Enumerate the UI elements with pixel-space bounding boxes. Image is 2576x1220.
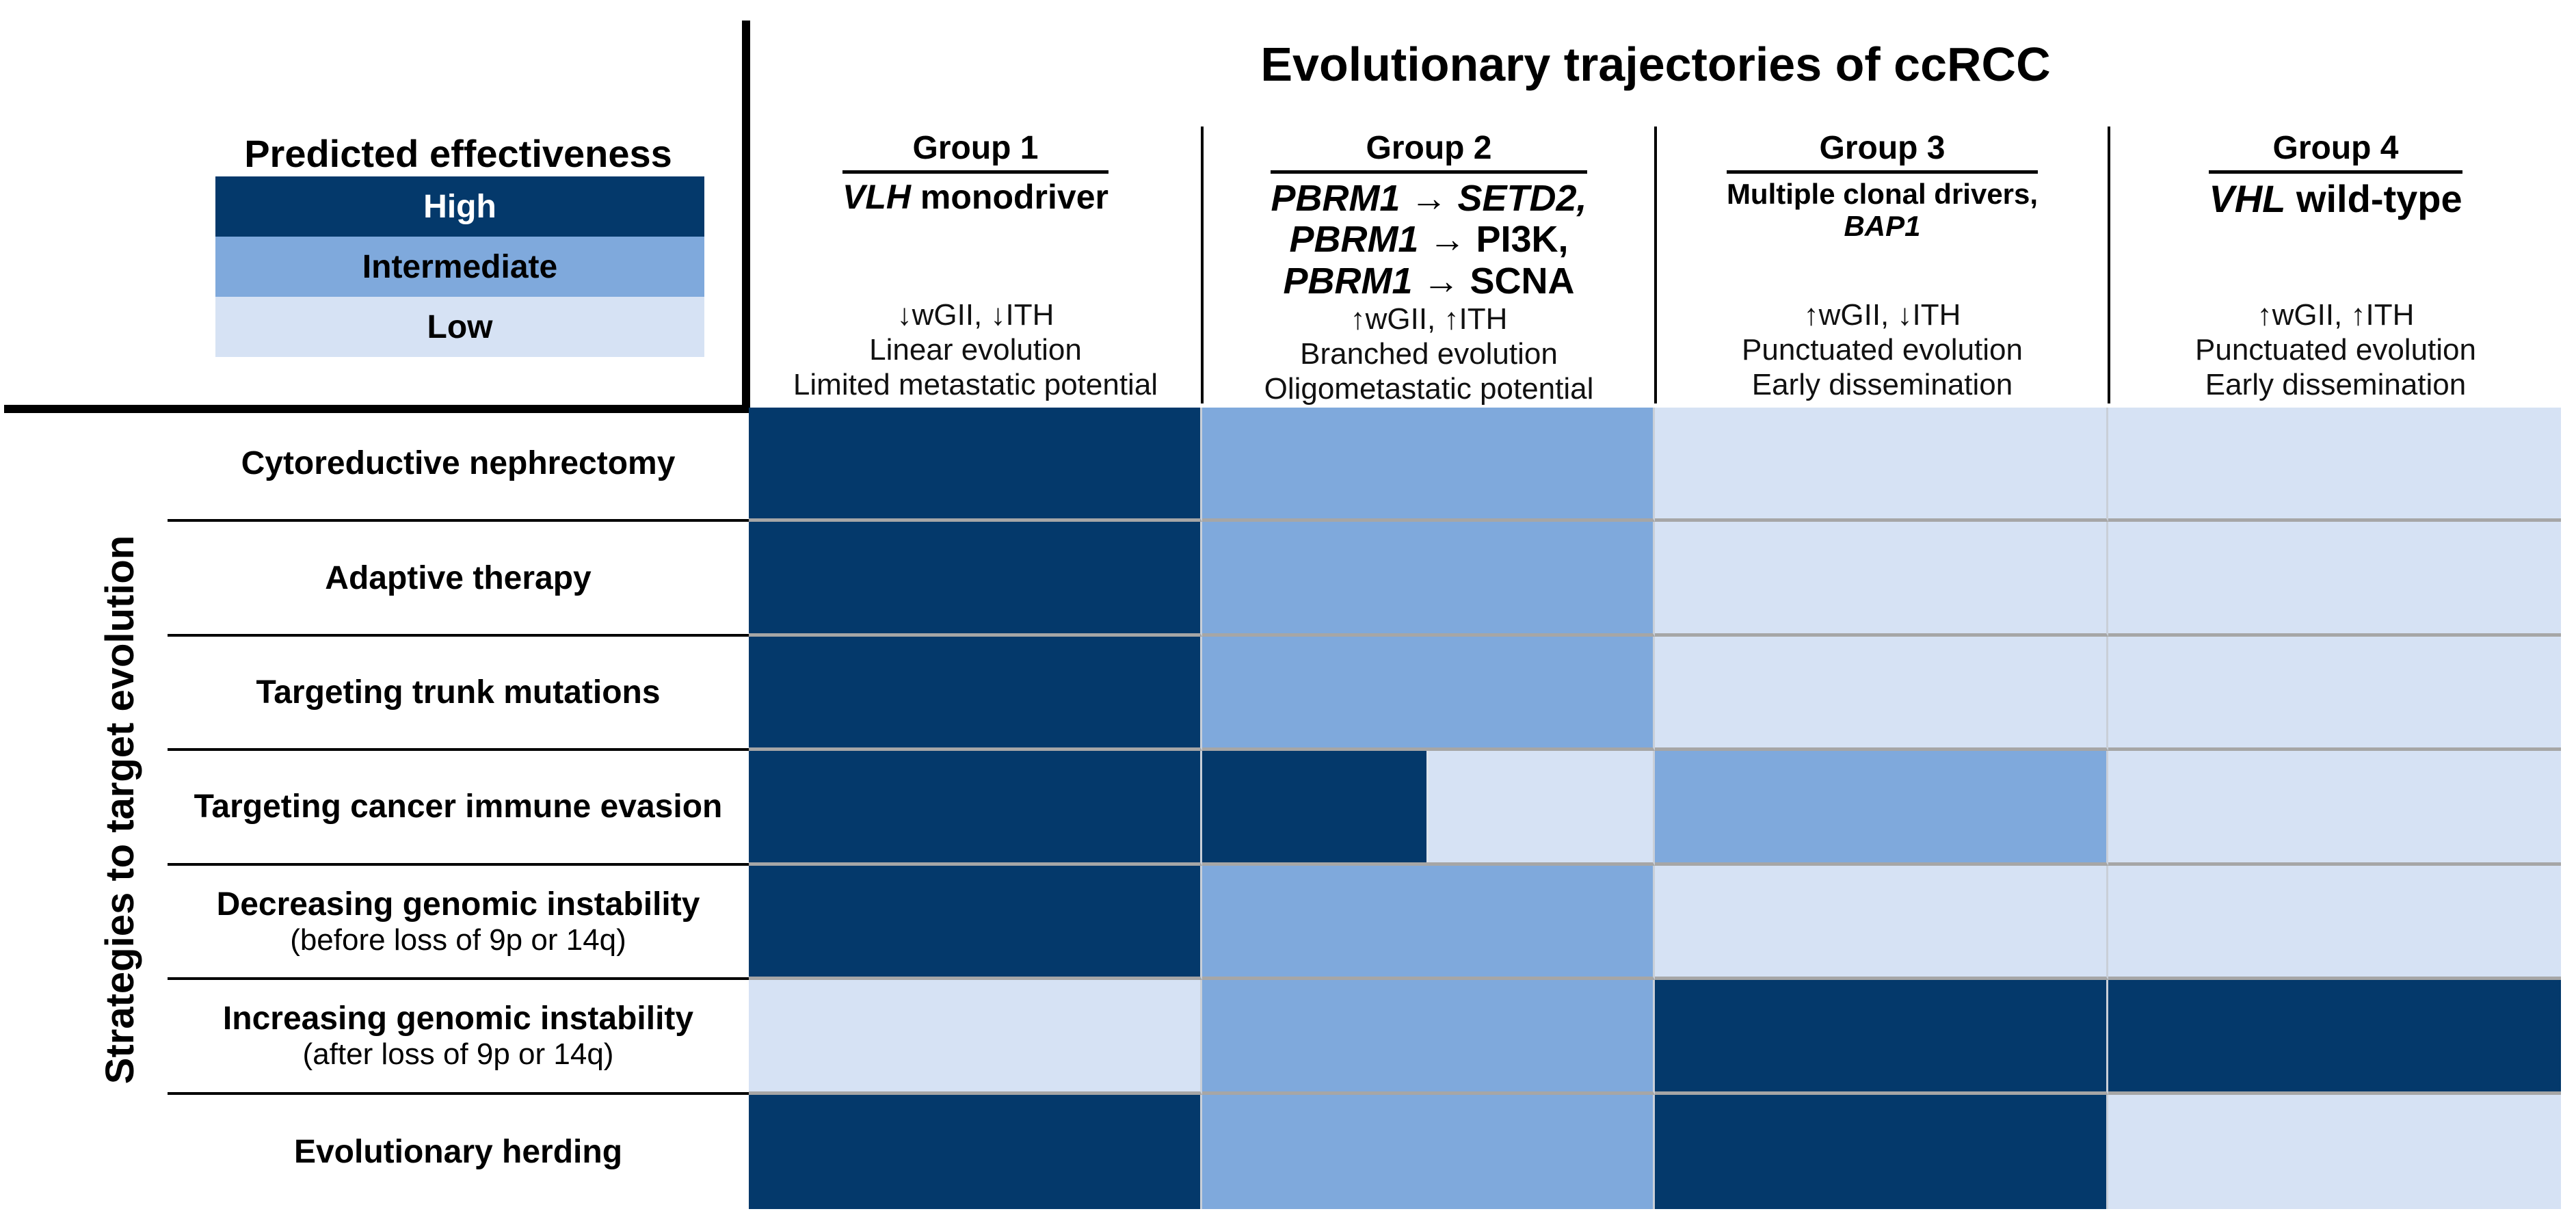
matrix-cell-r5-c2-intermediate: [1201, 865, 1655, 981]
matrix-cell-r2-c1-high: [749, 522, 1202, 637]
horizontal-divider-line: [4, 405, 750, 413]
group-trait-line: ↑wGII, ↓ITH: [1803, 297, 1961, 332]
group-trait-line: Punctuated evolution: [1742, 332, 2023, 367]
group-subtitle-line: PBRM1 → PI3K,: [1289, 219, 1569, 261]
group-header-1: Group 1 VLH monodriver ↓wGII, ↓ITH Linear e…: [750, 127, 1201, 403]
group-subtitle-line: VHL wild-type: [2209, 176, 2462, 220]
group-trait-line: Oligometastatic potential: [1264, 372, 1594, 406]
group-header-4: Group 4 VHL wild-type ↑wGII, ↑ITH Punctuate…: [2108, 127, 2561, 403]
row-label-2: Adaptive therapy: [168, 522, 749, 637]
effectiveness-legend: High Intermediate Low: [215, 176, 704, 357]
matrix-cell-r1-c3-low: [1655, 408, 2108, 522]
row-label-text: Targeting cancer immune evasion: [194, 788, 723, 825]
matrix-cell-r1-c4-low: [2108, 408, 2561, 522]
group-title: Group 4: [2209, 130, 2462, 174]
group-trait-line: Branched evolution: [1300, 337, 1558, 371]
column-headers: Group 1 VLH monodriver ↓wGII, ↓ITH Linear e…: [750, 127, 2561, 406]
group-trait-line: ↑wGII, ↑ITH: [1350, 302, 1508, 336]
matrix-cell-r3-c1-high: [749, 636, 1202, 752]
matrix-cell-r6-c4-high: [2108, 980, 2561, 1095]
y-axis-label: Strategies to target evolution: [97, 535, 142, 1085]
group-subtitle: VLH monodriver: [842, 178, 1108, 216]
row-label-1: Cytoreductive nephrectomy: [168, 408, 749, 522]
row-label-7: Evolutionary herding: [168, 1095, 749, 1209]
row-label-6: Increasing genomic instability (after los…: [168, 980, 749, 1095]
group-traits: ↓wGII, ↓ITH Linear evolution Limited metas…: [793, 297, 1158, 403]
matrix-cell-r4-c3-intermediate: [1655, 751, 2108, 866]
group-header-2: Group 2 PBRM1 → SETD2, PBRM1 → PI3K, PBRM1 …: [1201, 127, 1654, 406]
group-subtitle: VHL wild-type: [2209, 176, 2462, 221]
matrix-cell-r2-c4-low: [2108, 522, 2561, 637]
matrix-cell-r4-c1-high: [749, 751, 1202, 866]
row-label-4: Targeting cancer immune evasion: [168, 751, 749, 866]
group-trait-line: ↓wGII, ↓ITH: [897, 297, 1054, 332]
matrix-cell-r3-c2-intermediate: [1201, 636, 1655, 752]
matrix-cell-r3-c3-low: [1655, 636, 2108, 752]
matrix-cell-r1-c1-high: [749, 408, 1202, 522]
legend-title: Predicted effectiveness: [244, 132, 672, 175]
group-traits: ↑wGII, ↑ITH Punctuated evolution Early dis…: [2195, 297, 2476, 403]
group-trait-line: Limited metastatic potential: [793, 367, 1158, 401]
group-traits: ↑wGII, ↑ITH Branched evolution Oligometast…: [1264, 302, 1594, 408]
legend-level-low: Low: [215, 297, 704, 357]
row-label-text: Cytoreductive nephrectomy: [241, 445, 676, 482]
group-trait-line: Punctuated evolution: [2195, 332, 2476, 367]
matrix-cell-r5-c1-high: [749, 865, 1202, 981]
matrix-cell-r5-c3-low: [1655, 865, 2108, 981]
group-subtitle-line: PBRM1 → SCNA: [1283, 260, 1575, 302]
matrix-cell-r4-c4-low: [2108, 751, 2561, 866]
matrix-cell-r5-c4-low: [2108, 865, 2561, 981]
group-subtitle-line: VLH monodriver: [842, 177, 1108, 216]
group-title: Group 3: [1726, 130, 2039, 174]
group-header-top: Group 4 VHL wild-type: [2209, 130, 2462, 221]
row-label-text: Decreasing genomic instability: [216, 886, 700, 923]
matrix-cell-r1-c2-intermediate: [1201, 408, 1655, 522]
matrix-cell-r6-c1-low: [749, 980, 1202, 1095]
group-traits: ↑wGII, ↓ITH Punctuated evolution Early dis…: [1742, 297, 2023, 403]
group-header-top: Group 1 VLH monodriver: [842, 130, 1108, 216]
group-title: Group 1: [842, 130, 1108, 174]
group-trait-line: Linear evolution: [869, 332, 1082, 367]
strategy-row-labels: Cytoreductive nephrectomy Adaptive therap…: [168, 408, 749, 1209]
matrix-cell-r7-c1-high: [749, 1094, 1202, 1209]
group-subtitle: PBRM1 → SETD2, PBRM1 → PI3K, PBRM1 → SCNA: [1271, 178, 1586, 302]
row-label-3: Targeting trunk mutations: [168, 637, 749, 752]
figure-title: Evolutionary trajectories of ccRCC: [1260, 38, 2051, 91]
group-subtitle: Multiple clonal drivers, BAP1: [1727, 178, 2038, 242]
matrix-cell-r4-c2-high-low: [1201, 751, 1655, 866]
matrix-cell-r6-c2-intermediate: [1201, 980, 1655, 1095]
matrix-cell-half-high: [1201, 751, 1426, 862]
matrix-cell-r7-c4-low: [2108, 1094, 2561, 1209]
row-label-text: (after loss of 9p or 14q): [302, 1037, 614, 1072]
row-label-text: (before loss of 9p or 14q): [290, 923, 626, 957]
group-subtitle-line: Multiple clonal drivers,: [1726, 177, 2039, 210]
matrix-cell-half-low: [1428, 751, 1653, 862]
matrix-cell-r7-c3-high: [1655, 1094, 2108, 1209]
effectiveness-matrix: [749, 408, 2561, 1209]
group-trait-line: ↑wGII, ↑ITH: [2257, 297, 2415, 332]
group-trait-line: Early dissemination: [2205, 367, 2467, 401]
row-label-text: Evolutionary herding: [293, 1133, 623, 1170]
row-label-text: Adaptive therapy: [325, 559, 592, 596]
row-label-text: Targeting trunk mutations: [256, 674, 661, 711]
group-header-top: Group 2 PBRM1 → SETD2, PBRM1 → PI3K, PBRM1 …: [1271, 130, 1587, 302]
matrix-cell-r2-c3-low: [1655, 522, 2108, 637]
group-header-3: Group 3 Multiple clonal drivers, BAP1 ↑wGII…: [1654, 127, 2108, 403]
group-header-top: Group 3 Multiple clonal drivers, BAP1: [1726, 130, 2039, 242]
group-subtitle-line: PBRM1 → SETD2,: [1271, 177, 1587, 219]
matrix-cell-r2-c2-intermediate: [1201, 522, 1655, 637]
group-subtitle-line: BAP1: [1844, 209, 1921, 242]
vertical-divider-line: [742, 21, 750, 413]
group-trait-line: Early dissemination: [1751, 367, 2013, 401]
row-label-5: Decreasing genomic instability (before lo…: [168, 866, 749, 981]
legend-level-intermediate: Intermediate: [215, 237, 704, 297]
matrix-cell-r3-c4-low: [2108, 636, 2561, 752]
matrix-cell-r7-c2-intermediate: [1201, 1094, 1655, 1209]
row-label-text: Increasing genomic instability: [222, 1000, 694, 1037]
legend-level-high: High: [215, 176, 704, 237]
group-title: Group 2: [1271, 130, 1587, 174]
matrix-cell-r6-c3-high: [1655, 980, 2108, 1095]
